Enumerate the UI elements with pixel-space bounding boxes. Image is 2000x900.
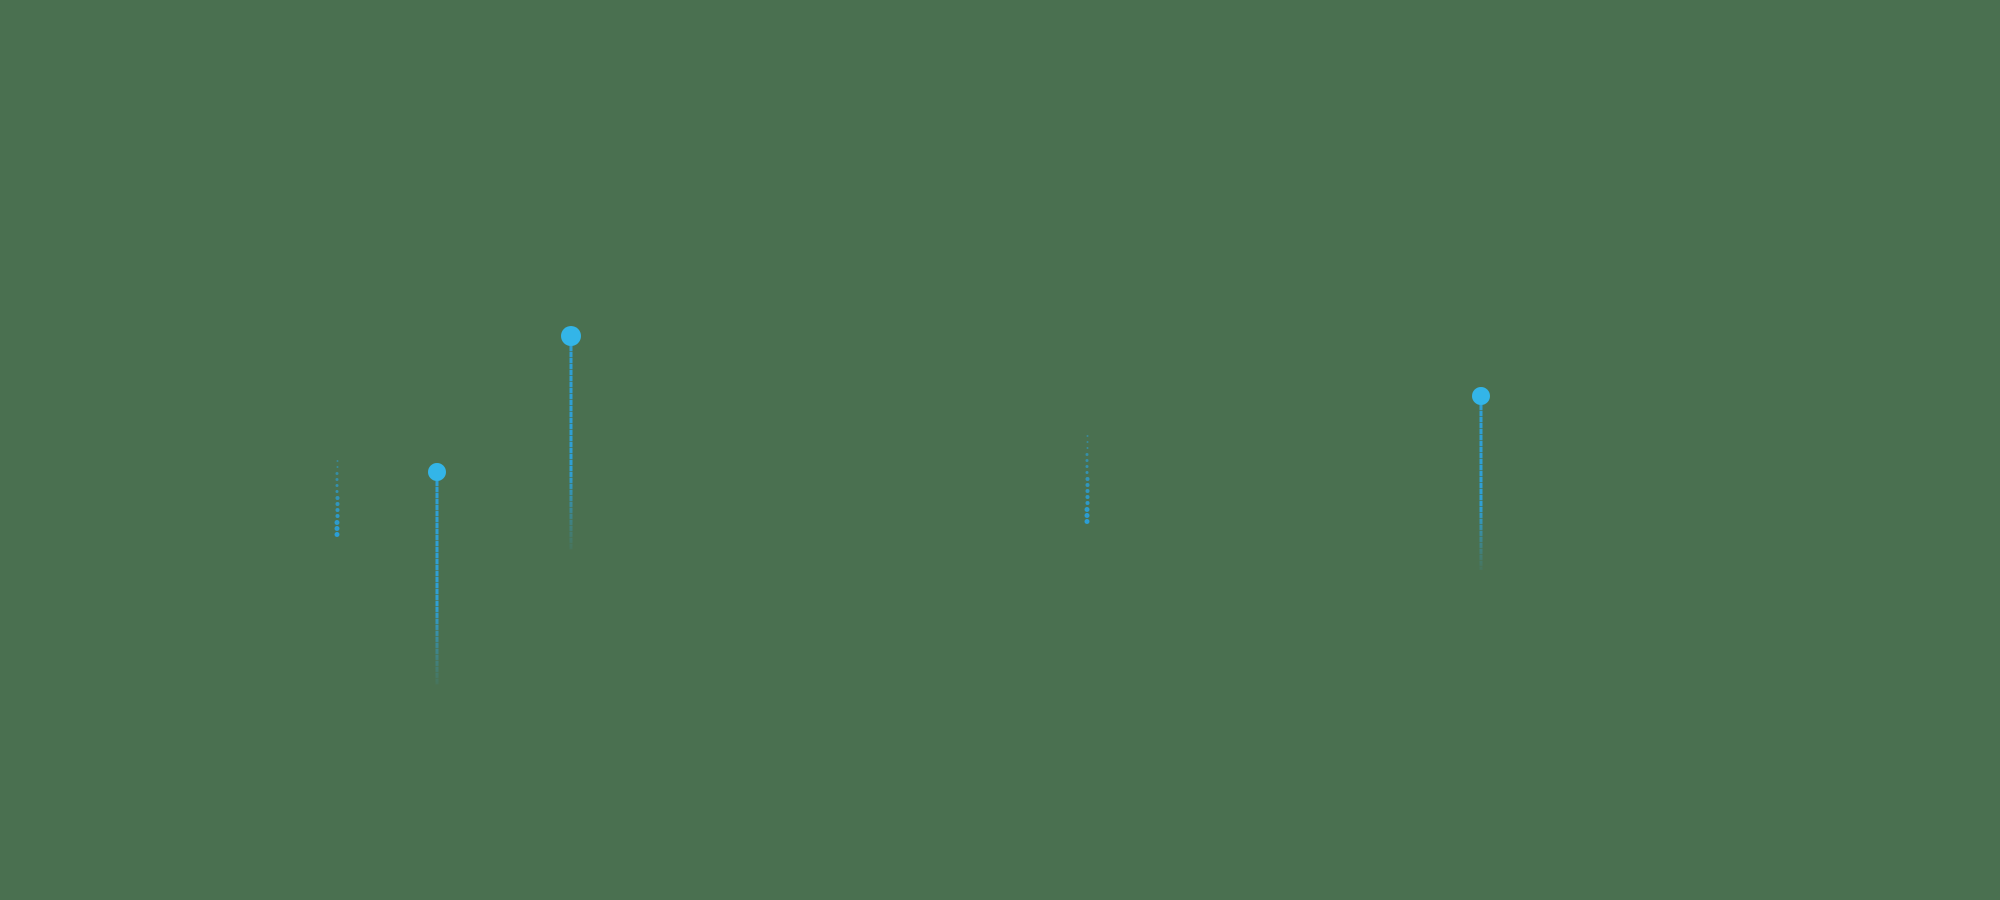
marker-stem <box>435 481 439 685</box>
marker-dot-column <box>334 460 340 538</box>
column-dot <box>1085 453 1089 456</box>
marker-dot-column <box>1084 435 1090 525</box>
column-dot <box>335 502 339 506</box>
marker-head-circle <box>561 326 581 346</box>
marker-head-circle <box>1472 387 1490 405</box>
marker-stem <box>1479 405 1483 570</box>
column-dot <box>1085 471 1089 474</box>
column-dot <box>1084 513 1090 518</box>
column-dot <box>335 490 339 493</box>
column-dot <box>335 484 339 487</box>
column-dot <box>335 496 339 500</box>
column-dot <box>335 478 339 481</box>
column-dot <box>1085 483 1089 487</box>
column-dot <box>1085 465 1089 468</box>
column-dot <box>1084 507 1090 512</box>
marker-head-circle <box>428 463 446 481</box>
column-dot <box>1086 447 1088 449</box>
column-dot <box>334 520 340 525</box>
column-dot <box>1085 501 1089 505</box>
column-dot <box>1085 477 1089 481</box>
column-dot <box>334 532 340 537</box>
column-dot <box>335 472 339 475</box>
column-dot <box>335 508 339 512</box>
column-dot <box>1085 495 1089 499</box>
column-dot <box>1085 489 1089 493</box>
column-dot <box>336 460 338 462</box>
stem-fade-overlay <box>435 607 439 685</box>
column-dot <box>1086 435 1088 437</box>
column-dot <box>1085 459 1089 462</box>
column-dot <box>334 526 340 531</box>
column-dot <box>336 466 338 468</box>
column-dot <box>335 514 339 518</box>
stem-fade-overlay <box>1479 507 1483 570</box>
column-dot <box>1086 441 1088 443</box>
marker-stem <box>569 346 573 550</box>
column-dot <box>1084 519 1090 524</box>
stem-fade-overlay <box>569 472 573 550</box>
